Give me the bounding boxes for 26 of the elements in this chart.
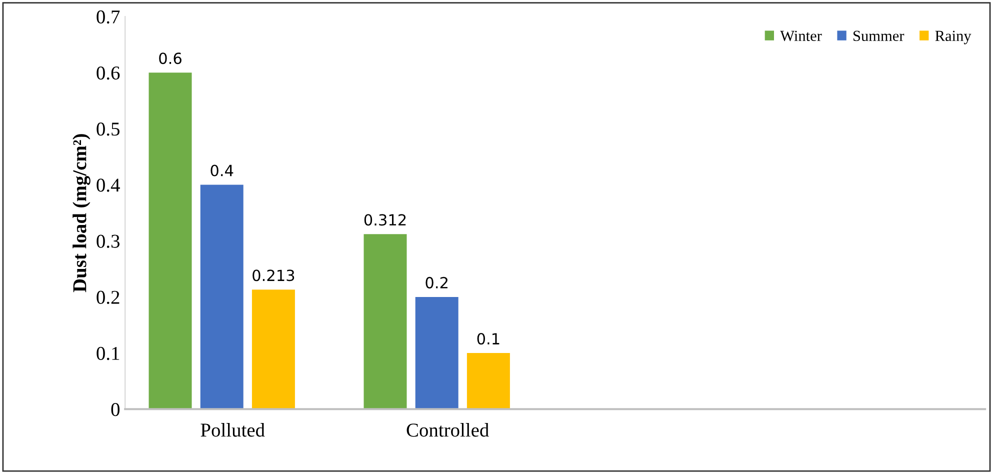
data-label: 0.213: [252, 270, 294, 282]
bar: [252, 290, 295, 410]
data-label: 0.1: [477, 332, 500, 345]
y-tick-label: 0.3: [96, 234, 120, 248]
data-label: 0.2: [426, 276, 448, 288]
data-label: 0.312: [364, 214, 406, 226]
legend-label: Summer: [854, 30, 904, 42]
y-tick-label: 0.5: [96, 122, 120, 136]
bar: [364, 234, 407, 410]
bar: [148, 72, 192, 410]
y-tick-label: 0.4: [96, 178, 120, 192]
y-tick-label: 0: [111, 402, 120, 416]
legend-label: Rainy: [935, 30, 972, 44]
x-tick-label: Polluted: [200, 423, 265, 437]
legend-label: Winter: [780, 30, 822, 42]
data-label: 0.4: [210, 164, 234, 176]
y-tick-label: 0.6: [96, 66, 120, 80]
y-axis-title: Dust load (mg/cm²): [72, 134, 90, 292]
y-tick-label: 0.2: [96, 290, 120, 304]
bar: [415, 296, 458, 410]
y-tick-label: 0.7: [96, 10, 120, 24]
bar: [466, 353, 510, 410]
y-tick-label: 0.1: [96, 346, 120, 360]
data-label: 0.6: [159, 52, 182, 64]
x-tick-label: Controlled: [406, 423, 489, 437]
bar: [200, 184, 244, 410]
